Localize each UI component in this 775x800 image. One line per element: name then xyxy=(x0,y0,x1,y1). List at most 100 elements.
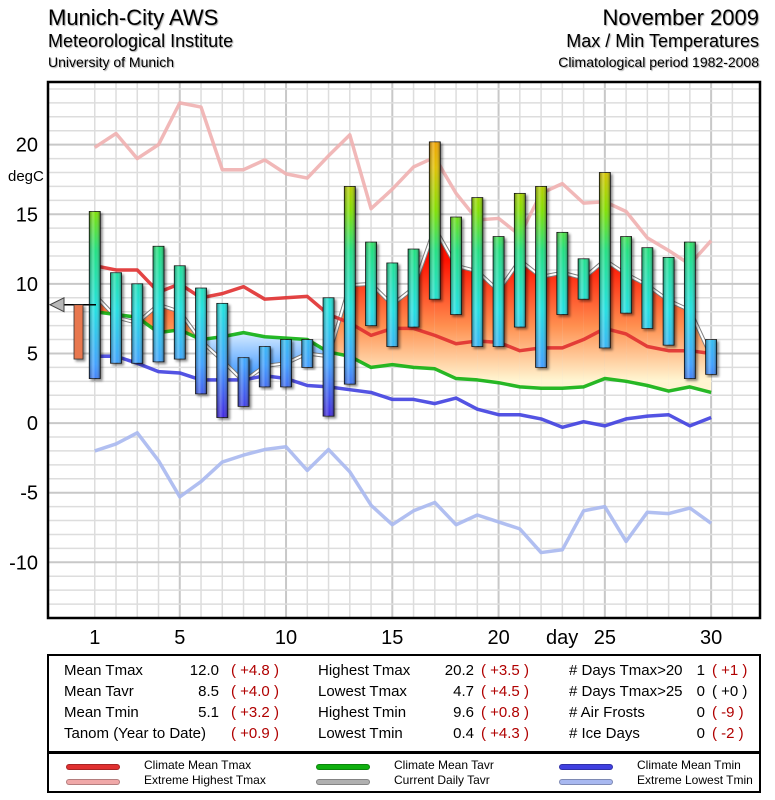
daily-bar-shine xyxy=(408,249,420,328)
daily-bar-shine xyxy=(493,236,505,347)
indicator-bar-body xyxy=(73,304,84,360)
daily-bar-shine xyxy=(365,242,377,326)
stat-value: 9.6 xyxy=(453,704,474,721)
climatological-period: Climatological period 1982-2008 xyxy=(558,54,759,70)
stat-value: 0.4 xyxy=(453,725,474,742)
legend-swatch xyxy=(559,764,613,770)
daily-bar xyxy=(641,247,654,329)
daily-bar-shine xyxy=(705,339,717,375)
y-tick-label: 5 xyxy=(27,343,38,365)
legend-swatch xyxy=(66,764,120,770)
daily-bar-shine xyxy=(620,236,632,314)
stat-anomaly: ( -9 ) xyxy=(712,704,744,721)
daily-bar-shine xyxy=(535,186,547,368)
stat-label: # Days Tmax>25 xyxy=(569,683,683,700)
indicator-arrow-icon xyxy=(48,296,65,313)
stat-value: 12.0 xyxy=(189,662,219,679)
stat-value: 20.2 xyxy=(444,662,474,679)
x-tick-label: 15 xyxy=(381,627,403,649)
indicator-bar xyxy=(73,304,84,360)
stat-value: 0 xyxy=(696,725,705,742)
daily-bar xyxy=(683,241,696,379)
stat-label: # Ice Days xyxy=(569,725,640,742)
daily-bar xyxy=(365,241,377,327)
y-axis-label: degC xyxy=(8,168,44,185)
daily-bar xyxy=(407,248,420,328)
x-tick-label: 20 xyxy=(487,627,509,649)
legend-label: Current Daily Tavr xyxy=(394,773,490,787)
daily-bar-shine xyxy=(174,265,186,360)
x-tick-label: 10 xyxy=(275,627,297,649)
university-name: University of Munich xyxy=(48,54,175,70)
stat-anomaly: ( +4.0 ) xyxy=(231,683,279,700)
x-tick-label: 30 xyxy=(700,627,722,649)
daily-bar-shine xyxy=(429,141,441,300)
daily-bar xyxy=(216,302,229,418)
daily-bar-shine xyxy=(471,197,483,347)
stat-value: 4.7 xyxy=(453,683,474,700)
y-tick-label: 0 xyxy=(27,413,38,435)
daily-bar xyxy=(450,216,462,315)
daily-bar-shine xyxy=(301,339,313,368)
daily-bar-shine xyxy=(238,357,250,407)
daily-bar-shine xyxy=(323,297,335,417)
y-tick-label: 15 xyxy=(16,204,38,226)
stat-label: Highest Tmin xyxy=(318,704,407,721)
x-axis-ticks: 1 5 10 15 20 25 30 xyxy=(89,627,722,649)
legend: Climate Mean Tmax Extreme Highest Tmax Cli… xyxy=(47,752,761,793)
daily-bar-shine xyxy=(450,217,462,315)
y-tick-label: -5 xyxy=(20,483,38,505)
stat-value: 5.1 xyxy=(198,704,219,721)
stat-anomaly: ( +1 ) xyxy=(712,662,748,679)
daily-bar xyxy=(705,339,718,375)
stat-anomaly: ( +0.8 ) xyxy=(481,704,529,721)
daily-bar-shine xyxy=(641,247,653,329)
extreme-lowest-tmin-line xyxy=(94,431,713,555)
daily-bar xyxy=(662,257,675,346)
stat-anomaly: ( +4.3 ) xyxy=(481,725,529,742)
legend-label: Extreme Lowest Tmin xyxy=(637,773,753,787)
daily-bar xyxy=(195,287,207,395)
daily-bar xyxy=(131,283,144,364)
daily-bar xyxy=(88,211,101,379)
stat-anomaly: ( -2 ) xyxy=(712,725,744,742)
x-tick-label: 5 xyxy=(174,627,185,649)
daily-bar xyxy=(535,186,547,368)
stat-anomaly: ( +4.8 ) xyxy=(231,662,279,679)
legend-swatch xyxy=(316,764,370,770)
daily-bar xyxy=(301,339,314,368)
legend-label: Extreme Highest Tmax xyxy=(144,773,266,787)
y-axis-ticks: 20 15 10 5 0 -5 -10 xyxy=(9,135,38,575)
daily-bar-shine xyxy=(259,346,271,387)
daily-bar xyxy=(173,265,186,360)
daily-bar xyxy=(428,141,441,300)
daily-bar xyxy=(237,357,250,407)
daily-bar-shine xyxy=(195,288,207,394)
daily-bar-shine xyxy=(578,258,590,300)
plot-frame xyxy=(46,80,762,620)
daily-bar-shine xyxy=(110,272,122,364)
stat-anomaly: ( +0.9 ) xyxy=(231,725,279,742)
daily-bar-shine xyxy=(131,283,143,364)
daily-bar xyxy=(258,346,271,388)
stat-label: Tanom (Year to Date) xyxy=(64,725,207,742)
month-title: November 2009 xyxy=(602,5,759,30)
daily-bar-shine xyxy=(684,242,696,379)
stat-label: Mean Tavr xyxy=(64,683,134,700)
stat-value: 1 xyxy=(696,662,705,679)
institute-name: Meteorological Institute xyxy=(48,31,234,51)
stat-label: # Air Frosts xyxy=(569,704,645,721)
x-tick-label: 1 xyxy=(89,627,100,649)
stat-anomaly: ( +3.2 ) xyxy=(231,704,279,721)
stat-label: Lowest Tmin xyxy=(318,725,403,742)
daily-bar-shine xyxy=(344,186,356,385)
daily-bar-shine xyxy=(514,193,526,328)
statistics-panel: Mean Tmax 12.0 ( +4.8 ) Mean Tavr 8.5 ( +4.0 … xyxy=(47,654,761,753)
daily-bar-shine xyxy=(89,211,101,379)
chart-subtitle: Max / Min Temperatures xyxy=(566,31,759,51)
daily-bar xyxy=(152,245,165,363)
daily-bar xyxy=(322,297,335,417)
daily-bar xyxy=(556,231,569,315)
stat-label: Highest Tmax xyxy=(318,662,411,679)
legend-swatch xyxy=(559,779,613,785)
